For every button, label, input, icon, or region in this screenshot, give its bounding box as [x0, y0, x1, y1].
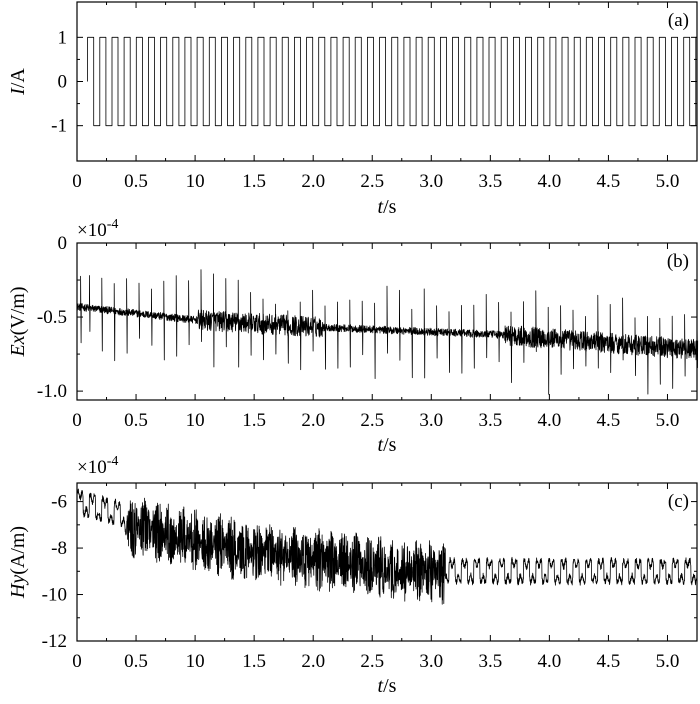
x-tick-label: 3.5 — [478, 171, 502, 192]
y-axis-unit-b: (V/m) — [7, 287, 29, 336]
y-axis-var-a: I — [7, 87, 29, 96]
x-tick-label: 4.5 — [597, 651, 621, 672]
x-tick-label: 4.5 — [597, 410, 621, 431]
x-tick-label: 4.0 — [538, 171, 562, 192]
current-trace — [87, 36, 697, 127]
x-tick-label: 10 — [186, 410, 205, 431]
x-tick-label: 2.0 — [301, 410, 325, 431]
y-tick-label: -6 — [51, 492, 67, 513]
y-axis-title-c: Hy(A/m) — [7, 526, 29, 599]
y-tick-label: -1.0 — [37, 381, 67, 402]
scale-note-c: ×10-4 — [77, 454, 118, 478]
x-tick-label: 5.0 — [656, 410, 680, 431]
x-axis-unit-a: /s — [383, 196, 397, 218]
ticks-c — [76, 483, 698, 642]
panel-label-b: (b) — [667, 251, 689, 272]
plot-frame-a — [76, 1, 698, 162]
y-tick-label: -10 — [42, 585, 67, 606]
x-tick-label: 2.5 — [360, 651, 384, 672]
y-tick-labels-a: 1 0 -1 — [51, 27, 67, 136]
y-tick-labels-c: -6 -8 -10 -12 — [42, 492, 67, 652]
panel-a: 0 0.5 10 1.5 2.0 2.5 3.0 3.5 4.0 4.5 5.0 10-1 (a) … — [7, 1, 698, 218]
x-tick-label: 4.5 — [597, 171, 621, 192]
x-tick-label: 5.0 — [656, 651, 680, 672]
x-axis-title-b: t/s — [378, 434, 397, 456]
x-tick-label: 4.0 — [538, 410, 562, 431]
x-axis-title-a: t/s — [378, 196, 397, 218]
x-axis-var-b: t — [378, 434, 384, 456]
y-axis-unit-c: (A/m) — [7, 526, 29, 575]
x-tick-label: 0.5 — [124, 410, 148, 431]
x-tick-labels-c: 0 0.5 10 1.5 2.0 2.5 3.0 3.5 4.0 4.5 5.0 — [72, 651, 679, 672]
x-tick-labels-a: 0 0.5 10 1.5 2.0 2.5 3.0 3.5 4.0 4.5 5.0 — [72, 171, 679, 192]
y-tick-label: -8 — [51, 538, 67, 559]
ticks-a — [76, 2, 698, 161]
y-axis-var-b: Ex — [7, 335, 29, 357]
scale-base-b: ×10 — [77, 220, 107, 241]
panel-c: 0 0.5 10 1.5 2.0 2.5 3.0 3.5 4.0 4.5 5.0 -6 -8 -10 -1… — [7, 454, 698, 697]
x-tick-label: 0.5 — [124, 651, 148, 672]
hy-trace — [76, 488, 698, 605]
y-tick-label: 0 — [58, 233, 68, 254]
x-tick-label: 3.5 — [478, 651, 502, 672]
y-axis-title-a: I/A — [7, 68, 29, 96]
x-tick-label: 0.5 — [124, 171, 148, 192]
x-tick-label: 3.0 — [419, 410, 443, 431]
ex-trace — [76, 269, 699, 395]
x-tick-label: 4.0 — [538, 651, 562, 672]
x-tick-label: 3.0 — [419, 651, 443, 672]
x-tick-label: 0 — [72, 410, 82, 431]
x-tick-label: 2.5 — [360, 410, 384, 431]
x-tick-label: 1.5 — [242, 171, 266, 192]
x-tick-label: 1.5 — [242, 651, 266, 672]
y-axis-var-c: Hy — [7, 575, 29, 599]
scale-exp-b: -4 — [107, 217, 119, 232]
scale-exp-c: -4 — [107, 454, 119, 469]
x-tick-label: 2.0 — [301, 651, 325, 672]
y-tick-labels-b: 0 -0.5 -1.0 — [37, 233, 67, 402]
x-tick-label: 0 — [72, 171, 82, 192]
x-tick-label: 0 — [72, 651, 82, 672]
panel-label-c: (c) — [668, 491, 689, 512]
y-tick-label: -12 — [42, 631, 67, 652]
panel-label-a: (a) — [668, 10, 689, 31]
x-axis-unit-c: /s — [383, 675, 397, 697]
x-axis-var-a: t — [378, 196, 384, 218]
panel-b: 0 0.5 10 1.5 2.0 2.5 3.0 3.5 4.0 4.5 5.0 0 -0.5 -1.0… — [7, 217, 699, 456]
x-tick-label: 3.5 — [478, 410, 502, 431]
x-tick-label: 2.0 — [301, 171, 325, 192]
x-tick-label: 10 — [186, 651, 205, 672]
x-tick-label: 5.0 — [656, 171, 680, 192]
scale-note-b: ×10-4 — [77, 217, 118, 241]
x-tick-label: 1.5 — [242, 410, 266, 431]
x-tick-labels-b: 0 0.5 10 1.5 2.0 2.5 3.0 3.5 4.0 4.5 5.0 — [72, 410, 679, 431]
x-axis-var-c: t — [378, 675, 384, 697]
plot-frame-c — [76, 482, 698, 642]
y-tick-label: -0.5 — [37, 307, 67, 328]
y-axis-unit-a: /A — [7, 68, 29, 89]
y-axis-title-b: Ex(V/m) — [7, 287, 29, 358]
x-tick-label: 2.5 — [360, 171, 384, 192]
ticks-b — [76, 242, 698, 400]
scale-base-c: ×10 — [77, 457, 107, 478]
y-tick-label: 1 — [58, 27, 68, 48]
x-axis-title-c: t/s — [378, 675, 397, 697]
y-tick-label: -1 — [51, 116, 67, 137]
x-tick-label: 10 — [186, 171, 205, 192]
x-tick-label: 3.0 — [419, 171, 443, 192]
y-tick-label: 0 — [58, 72, 68, 93]
x-axis-unit-b: /s — [383, 434, 397, 456]
